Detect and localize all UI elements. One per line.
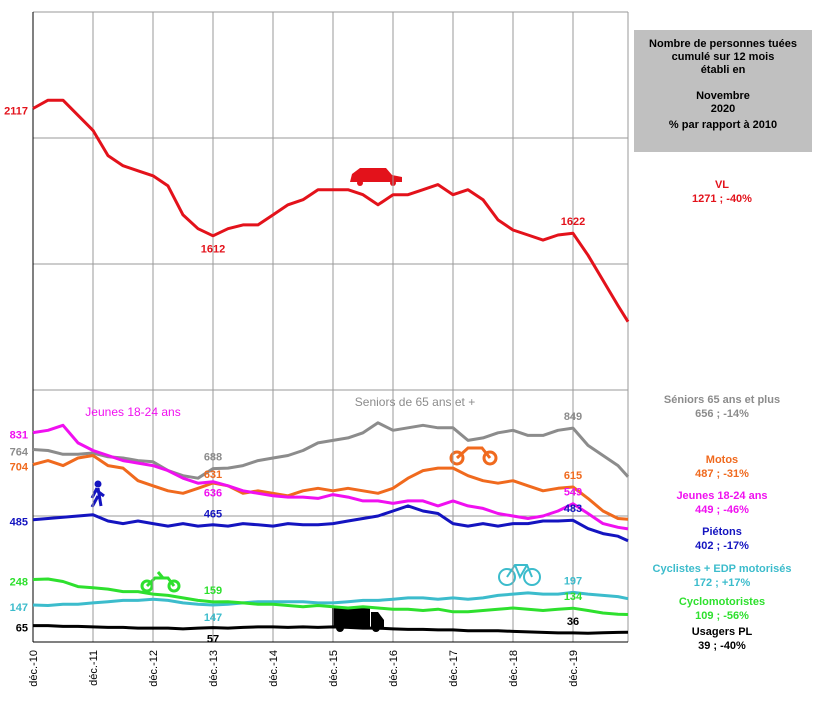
data-label: 483 (564, 503, 582, 515)
data-label: 485 (10, 517, 28, 529)
series-line (32, 590, 629, 607)
legend-name: Piétons (702, 526, 742, 538)
data-label: 615 (564, 470, 582, 482)
x-tick-label: déc.-13 (208, 650, 220, 687)
series-line (33, 624, 629, 635)
legend-value: 656 ; -14% (695, 408, 749, 420)
data-label: 65 (16, 623, 28, 635)
x-tick-label: déc.-19 (568, 650, 580, 687)
legend-name: Séniors 65 ans et plus (664, 394, 780, 406)
x-tick-label: déc.-15 (328, 650, 340, 687)
info-text: % par rapport à 2010 (669, 119, 777, 131)
data-label: 704 (10, 461, 29, 473)
car-icon (350, 168, 402, 186)
series-line (32, 421, 630, 480)
data-label: 1612 (201, 244, 225, 256)
legend-name: Jeunes 18-24 ans (676, 490, 767, 502)
bicycle-icon (498, 564, 541, 586)
x-tick-label: déc.-11 (88, 650, 100, 686)
data-label: 831 (10, 429, 28, 441)
data-label: 147 (204, 612, 222, 624)
legend-value: 172 ; +17% (694, 577, 751, 589)
x-tick-label: déc.-12 (148, 650, 160, 687)
series-line (32, 504, 629, 543)
series-line (32, 423, 629, 531)
data-label: 549 (564, 487, 582, 499)
series-line (32, 454, 629, 521)
x-tick-label: déc.-17 (448, 650, 460, 687)
info-text: Nombre de personnes tuées (649, 38, 797, 50)
data-label: 636 (204, 488, 222, 500)
legend-value: 109 ; -56% (695, 610, 749, 622)
x-tick-label: déc.-18 (508, 650, 520, 687)
info-text: Novembre (696, 90, 750, 102)
data-label: 688 (204, 452, 222, 464)
moto-icon (449, 446, 498, 466)
info-text: établi en (701, 64, 746, 76)
legend-name: Cyclistes + EDP motorisés (653, 563, 792, 575)
data-label: 36 (567, 616, 579, 628)
legend-name: VL (715, 179, 729, 191)
data-label: 764 (10, 446, 29, 458)
data-label: 57 (207, 634, 219, 646)
data-label: 147 (10, 602, 28, 614)
data-label: 631 (204, 469, 222, 481)
data-label: 134 (564, 591, 583, 603)
data-label: 849 (564, 411, 582, 423)
series-line (32, 98, 630, 323)
data-label: 197 (564, 575, 582, 587)
legend-name: Usagers PL (692, 626, 753, 638)
data-label: 1622 (561, 216, 585, 228)
legend-value: 402 ; -17% (695, 540, 749, 552)
legend-name: Cyclomotoristes (679, 596, 765, 608)
info-box (634, 30, 812, 152)
data-label: 2117 (4, 105, 28, 117)
data-label: 248 (10, 576, 28, 588)
series-line (32, 577, 629, 616)
legend-value: 1271 ; -40% (692, 193, 752, 205)
series-label: Seniors de 65 ans et + (355, 395, 475, 409)
legend-name: Motos (706, 454, 738, 466)
data-label: 465 (204, 509, 222, 521)
legend-value: 449 ; -46% (695, 504, 749, 516)
moped-icon (140, 571, 181, 593)
pedestrian-icon (90, 480, 105, 508)
x-tick-label: déc.-10 (28, 650, 40, 687)
legend-value: 487 ; -31% (695, 468, 749, 480)
x-tick-label: déc.-14 (268, 650, 280, 687)
info-text: cumulé sur 12 mois (672, 51, 775, 63)
legend-value: 39 ; -40% (698, 640, 746, 652)
info-text: 2020 (711, 103, 735, 115)
data-label: 159 (204, 585, 222, 597)
series-label: Jeunes 18-24 ans (85, 405, 180, 419)
x-tick-label: déc.-16 (388, 650, 400, 687)
